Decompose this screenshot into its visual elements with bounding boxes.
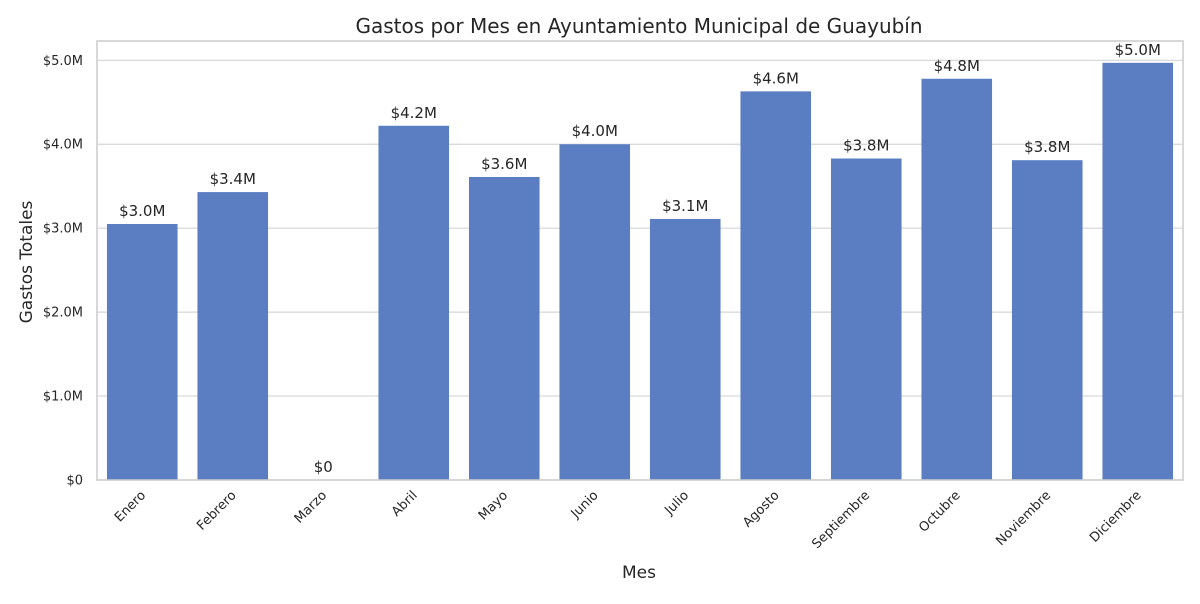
x-tick-label: Febrero (194, 488, 239, 533)
y-tick-label: $0 (66, 474, 83, 489)
data-label: $3.1M (662, 197, 708, 215)
data-label: $4.0M (572, 122, 618, 140)
y-axis-title: Gastos Totales (17, 200, 37, 323)
bar-junio (559, 144, 631, 480)
data-label: $3.4M (210, 170, 256, 188)
chart-title: Gastos por Mes en Ayuntamiento Municipal… (355, 14, 922, 38)
data-label: $3.6M (481, 155, 527, 173)
bar-octubre (921, 78, 993, 481)
y-tick-label: $1.0M (43, 390, 83, 405)
y-tick-label: $4.0M (43, 138, 83, 153)
bar-julio (649, 218, 721, 480)
y-axis-ticks: $0 $1.0M $2.0M $3.0M $4.0M $5.0M (43, 54, 83, 489)
data-label: $4.8M (934, 57, 980, 75)
data-label: $3.8M (1024, 138, 1070, 156)
x-tick-label: Septiembre (809, 488, 873, 552)
x-tick-label: Marzo (292, 488, 330, 526)
x-tick-label: Octubre (916, 488, 963, 535)
data-labels: $3.0M $3.4M $0 $4.2M $3.6M $4.0M $3.1M $4.6M $3.… (119, 41, 1161, 476)
x-tick-label: Abril (389, 488, 421, 520)
x-tick-label: Diciembre (1087, 488, 1145, 546)
data-label: $4.2M (391, 104, 437, 122)
y-tick-label: $5.0M (43, 54, 83, 69)
plot-frame (96, 40, 1184, 481)
data-label: $3.8M (843, 137, 889, 155)
bar-agosto (740, 91, 812, 481)
x-tick-label: Agosto (740, 488, 782, 530)
data-label: $5.0M (1115, 41, 1161, 59)
data-label: $4.6M (753, 69, 799, 87)
bar-septiembre (830, 158, 902, 480)
bar-febrero (197, 192, 269, 481)
x-tick-label: Julio (661, 488, 692, 519)
x-tick-label: Enero (112, 488, 149, 525)
data-label: $0 (314, 458, 333, 476)
bar-diciembre (1102, 62, 1174, 480)
y-tick-label: $2.0M (43, 306, 83, 321)
x-axis-title: Mes (622, 563, 656, 583)
x-tick-label: Mayo (476, 488, 511, 523)
x-tick-label: Noviembre (993, 488, 1054, 549)
bar-noviembre (1011, 160, 1083, 480)
x-axis-ticks: Enero Febrero Marzo Abril Mayo Junio Julio Agos… (112, 488, 1145, 552)
bar-abril (378, 125, 450, 481)
bars (106, 62, 1174, 481)
bar-enero (106, 223, 178, 480)
y-tick-label: $3.0M (43, 222, 83, 237)
bar-mayo (468, 176, 540, 480)
x-tick-label: Junio (568, 488, 602, 522)
data-label: $3.0M (119, 202, 165, 220)
